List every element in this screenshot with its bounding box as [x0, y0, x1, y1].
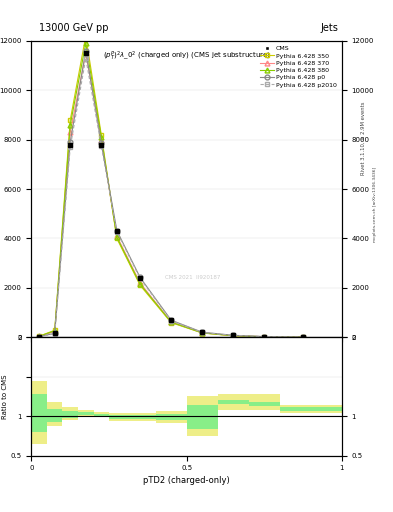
- Pythia 6.428 p0: [301, 334, 305, 340]
- Pythia 6.428 380: [138, 281, 143, 287]
- Pythia 6.428 p2010: [99, 143, 104, 149]
- Line: Pythia 6.428 350: Pythia 6.428 350: [37, 34, 305, 339]
- Pythia 6.428 350: [231, 333, 236, 339]
- Pythia 6.428 350: [52, 327, 57, 333]
- Pythia 6.428 370: [83, 50, 88, 56]
- CMS: [37, 334, 42, 340]
- Line: CMS: CMS: [37, 51, 305, 339]
- Text: $(p_T^P)^2\lambda\_0^2$ (charged only) (CMS jet substructure): $(p_T^P)^2\lambda\_0^2$ (charged only) (…: [103, 50, 271, 63]
- Pythia 6.428 p0: [68, 139, 73, 145]
- Pythia 6.428 380: [200, 330, 205, 336]
- Pythia 6.428 370: [262, 334, 267, 340]
- Pythia 6.428 370: [37, 333, 42, 339]
- Pythia 6.428 380: [83, 40, 88, 47]
- Pythia 6.428 370: [68, 129, 73, 135]
- Pythia 6.428 p0: [231, 332, 236, 338]
- Pythia 6.428 p2010: [37, 334, 42, 340]
- Pythia 6.428 p2010: [301, 334, 305, 340]
- Pythia 6.428 380: [52, 328, 57, 334]
- CMS: [68, 141, 73, 147]
- Pythia 6.428 p2010: [52, 331, 57, 337]
- Line: Pythia 6.428 370: Pythia 6.428 370: [37, 51, 305, 339]
- CMS: [83, 50, 88, 56]
- CMS: [114, 228, 119, 234]
- Text: Rivet 3.1.10, ≥ 2.9M events: Rivet 3.1.10, ≥ 2.9M events: [361, 101, 366, 175]
- Pythia 6.428 370: [114, 233, 119, 239]
- Pythia 6.428 p2010: [138, 275, 143, 282]
- Pythia 6.428 370: [231, 333, 236, 339]
- Pythia 6.428 p0: [138, 274, 143, 281]
- Pythia 6.428 350: [37, 333, 42, 339]
- Pythia 6.428 350: [99, 132, 104, 138]
- Pythia 6.428 p0: [114, 227, 119, 233]
- Pythia 6.428 380: [169, 319, 174, 325]
- CMS: [169, 317, 174, 324]
- Text: 13000 GeV pp: 13000 GeV pp: [39, 23, 109, 33]
- Pythia 6.428 380: [262, 334, 267, 340]
- Pythia 6.428 p0: [37, 334, 42, 340]
- CMS: [52, 330, 57, 336]
- Pythia 6.428 380: [231, 333, 236, 339]
- CMS: [231, 332, 236, 338]
- Pythia 6.428 p0: [52, 330, 57, 336]
- Line: Pythia 6.428 380: Pythia 6.428 380: [37, 41, 305, 339]
- Pythia 6.428 350: [200, 330, 205, 336]
- Legend: CMS, Pythia 6.428 350, Pythia 6.428 370, Pythia 6.428 380, Pythia 6.428 p0, Pyth: CMS, Pythia 6.428 350, Pythia 6.428 370,…: [258, 44, 339, 90]
- Y-axis label: Ratio to CMS: Ratio to CMS: [2, 374, 8, 419]
- Pythia 6.428 p2010: [200, 329, 205, 335]
- CMS: [138, 275, 143, 281]
- Pythia 6.428 p2010: [231, 332, 236, 338]
- Pythia 6.428 p2010: [83, 55, 88, 61]
- Text: Jets: Jets: [320, 23, 338, 33]
- Pythia 6.428 380: [114, 234, 119, 240]
- Pythia 6.428 350: [138, 282, 143, 288]
- Pythia 6.428 p2010: [169, 317, 174, 324]
- Pythia 6.428 350: [114, 236, 119, 242]
- Text: CMS 2021  II920187: CMS 2021 II920187: [165, 275, 220, 281]
- Line: Pythia 6.428 p2010: Pythia 6.428 p2010: [37, 56, 305, 339]
- Pythia 6.428 350: [301, 334, 305, 340]
- Pythia 6.428 380: [68, 122, 73, 128]
- CMS: [262, 333, 267, 339]
- Pythia 6.428 370: [138, 280, 143, 286]
- Pythia 6.428 350: [83, 33, 88, 39]
- Pythia 6.428 p0: [262, 333, 267, 339]
- Pythia 6.428 370: [52, 328, 57, 334]
- Pythia 6.428 350: [169, 319, 174, 326]
- Pythia 6.428 p2010: [262, 333, 267, 339]
- Pythia 6.428 370: [169, 319, 174, 325]
- CMS: [99, 141, 104, 147]
- CMS: [200, 329, 205, 335]
- Pythia 6.428 380: [37, 333, 42, 339]
- Pythia 6.428 370: [200, 330, 205, 336]
- Pythia 6.428 370: [301, 334, 305, 340]
- Text: mcplots.cern.ch [arXiv:1306.3436]: mcplots.cern.ch [arXiv:1306.3436]: [373, 167, 377, 242]
- Pythia 6.428 p0: [99, 140, 104, 146]
- Pythia 6.428 350: [262, 334, 267, 340]
- Pythia 6.428 380: [301, 334, 305, 340]
- CMS: [301, 334, 305, 340]
- Pythia 6.428 p0: [200, 329, 205, 335]
- Pythia 6.428 p2010: [114, 228, 119, 234]
- Pythia 6.428 370: [99, 137, 104, 143]
- Line: Pythia 6.428 p0: Pythia 6.428 p0: [37, 49, 305, 339]
- Pythia 6.428 350: [68, 117, 73, 123]
- X-axis label: pTD2 (charged-only): pTD2 (charged-only): [143, 476, 230, 484]
- Pythia 6.428 380: [99, 134, 104, 140]
- Pythia 6.428 p0: [169, 317, 174, 323]
- Pythia 6.428 p2010: [68, 144, 73, 150]
- Pythia 6.428 p0: [83, 48, 88, 54]
